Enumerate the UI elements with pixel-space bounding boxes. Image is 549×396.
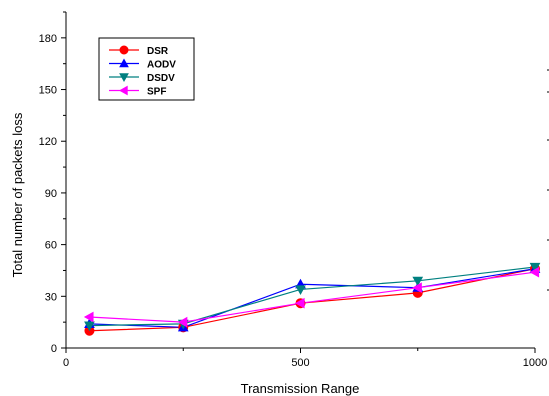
data-point-dsdv — [295, 285, 306, 295]
y-tick-label: 150 — [39, 85, 57, 97]
legend-marker-spf — [118, 85, 128, 96]
data-point-spf — [412, 282, 422, 294]
y-tick-label: 180 — [39, 33, 57, 45]
legend-label-spf: SPF — [147, 87, 166, 98]
y-tick-label: 120 — [39, 136, 57, 148]
y-tick-label: 0 — [51, 343, 57, 355]
legend-label-dsr: DSR — [147, 46, 169, 57]
data-point-spf — [83, 311, 94, 323]
data-point-spf — [177, 316, 188, 328]
series-line-aodv — [89, 268, 536, 328]
data-point-spf — [529, 266, 540, 278]
y-axis-title: Total number of packets loss — [10, 112, 25, 277]
series-line-dsdv — [89, 266, 536, 327]
y-tick-label: 90 — [45, 188, 57, 200]
series-line-dsr — [89, 268, 536, 332]
legend-box — [98, 37, 195, 101]
data-point-dsdv — [84, 321, 95, 332]
series-lines — [89, 266, 536, 332]
y-tick-label: 30 — [45, 291, 57, 303]
legend-label-aodv: AODV — [147, 60, 176, 71]
x-tick-label: 0 — [63, 357, 69, 369]
series-markers — [83, 262, 541, 336]
legend: DSR AODV DSDV SPF — [98, 37, 195, 101]
data-point-dsdv — [529, 262, 541, 273]
legend-marker-aodv — [119, 58, 129, 68]
legend-marker-dsr — [119, 45, 129, 55]
legend-label-dsdv: DSDV — [147, 73, 175, 84]
x-tick-label: 1000 — [523, 357, 547, 369]
y-tick-label: 60 — [45, 240, 57, 252]
x-tick-label: 500 — [291, 357, 309, 369]
x-axis-title: Transmission Range — [241, 381, 360, 396]
data-point-spf — [294, 297, 305, 309]
data-point-dsdv — [412, 276, 424, 287]
axes: 0 30 60 90 120 150 180 0 500 1000 — [39, 11, 549, 369]
legend-marker-dsdv — [119, 73, 129, 83]
